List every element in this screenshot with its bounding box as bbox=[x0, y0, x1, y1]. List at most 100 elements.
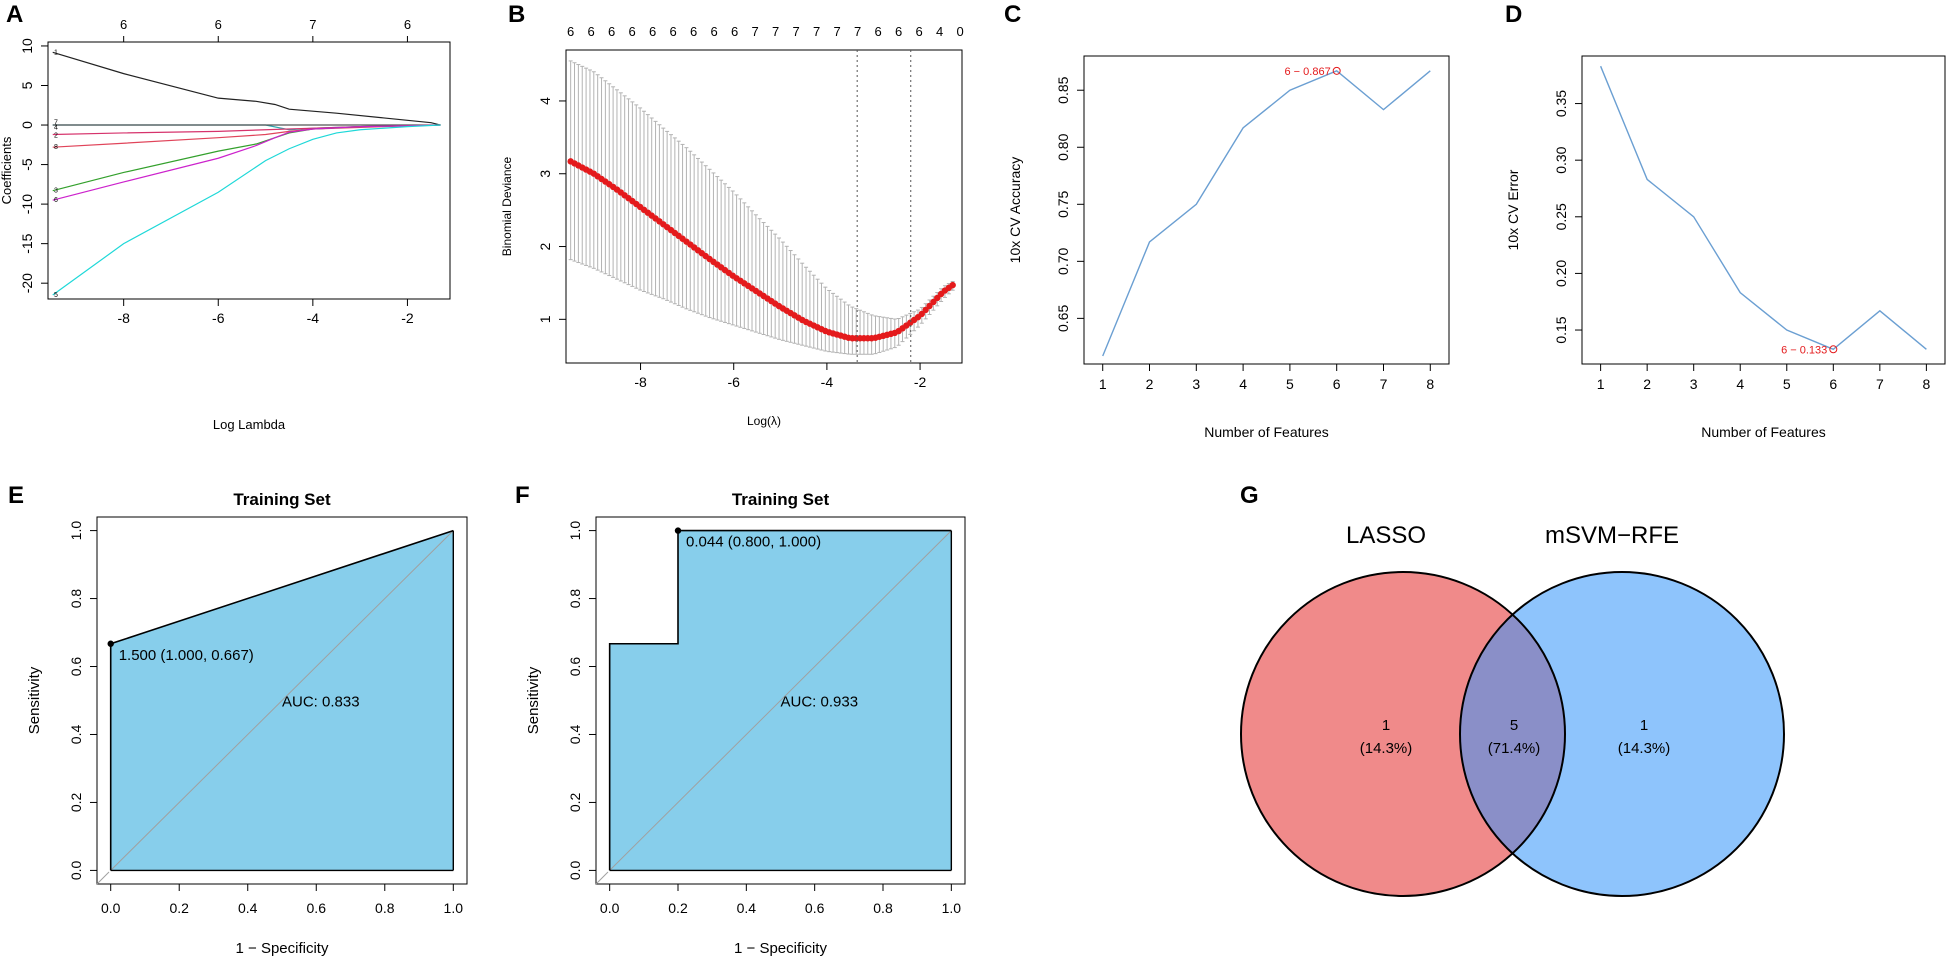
top-tick-label: 7 bbox=[834, 24, 841, 39]
deviance-point bbox=[918, 310, 926, 318]
y-tick-label: 2 bbox=[537, 242, 553, 250]
x-tick-label: -4 bbox=[821, 374, 834, 390]
x-tick-label: 0.8 bbox=[873, 900, 893, 916]
best-point-marker bbox=[1332, 66, 1341, 75]
path-label: 4 bbox=[54, 124, 58, 131]
plot-frame bbox=[1083, 55, 1450, 365]
x-tick-label: 0.2 bbox=[668, 900, 688, 916]
y-tick-label: 0.20 bbox=[1553, 260, 1569, 287]
x-tick-label: -2 bbox=[401, 310, 414, 326]
x-axis-title: Number of Features bbox=[1701, 424, 1826, 440]
threshold-label: 1.500 (1.000, 0.667) bbox=[119, 647, 254, 664]
x-axis-title: 1 − Specificity bbox=[236, 940, 329, 957]
panel-label: E bbox=[8, 482, 24, 509]
panel-label: D bbox=[1505, 1, 1522, 28]
y-tick-label: 1 bbox=[537, 315, 553, 323]
y-tick-label: 1.0 bbox=[68, 521, 84, 541]
panel-c-cv-accuracy: C 6 − 0.867 1 2 3 4 5 6 7 8 0.65 0.70 0.75 0.80 0.85 Nu… bbox=[1004, 1, 1450, 440]
y-tick-label: 0.0 bbox=[567, 860, 583, 880]
top-tick-label: 6 bbox=[608, 24, 615, 39]
top-tick-label: 0 bbox=[957, 24, 964, 39]
top-tick-label: 6 bbox=[215, 17, 222, 32]
venn-outline-msvm-rfe bbox=[1459, 571, 1785, 897]
auc-label: AUC: 0.933 bbox=[781, 694, 859, 711]
y-tick-label: 0.80 bbox=[1055, 133, 1071, 160]
x-tick-label: 1 bbox=[1597, 376, 1605, 392]
top-tick-label: 7 bbox=[772, 24, 779, 39]
top-tick-label: 7 bbox=[854, 24, 861, 39]
top-tick-label: 6 bbox=[567, 24, 574, 39]
venn-msvm-only-count: 1 bbox=[1640, 717, 1648, 734]
coefficient-path-5 bbox=[52, 124, 441, 296]
best-point-annotation: 6 − 0.867 bbox=[1285, 66, 1331, 78]
x-tick-label: 2 bbox=[1146, 376, 1154, 392]
y-tick-label: 3 bbox=[537, 170, 553, 178]
x-tick-label: 4 bbox=[1736, 376, 1744, 392]
top-tick-label: 6 bbox=[670, 24, 677, 39]
x-tick-label: 5 bbox=[1286, 376, 1294, 392]
venn-outline-lasso bbox=[1240, 571, 1566, 897]
x-tick-label: 2 bbox=[1643, 376, 1651, 392]
top-tick-label: 6 bbox=[875, 24, 882, 39]
y-axis-title: 10x CV Error bbox=[1505, 169, 1521, 250]
y-axis-title: Coefficients bbox=[0, 136, 14, 204]
panel-d-cv-error: D 6 − 0.133 1 2 3 4 5 6 7 8 0.15 0.20 0.25 0.30 0.35 Nu… bbox=[1505, 1, 1946, 440]
path-label: 2 bbox=[54, 132, 58, 139]
y-tick-label: -5 bbox=[19, 158, 35, 171]
top-tick-label: 7 bbox=[752, 24, 759, 39]
x-tick-label: 1 bbox=[1099, 376, 1107, 392]
x-axis-title: Log Lambda bbox=[213, 417, 286, 432]
x-tick-label: 1.0 bbox=[942, 900, 962, 916]
cv-line bbox=[1599, 65, 1927, 351]
threshold-point bbox=[107, 640, 114, 647]
plot-title: Training Set bbox=[233, 490, 331, 509]
x-axis-title: 1 − Specificity bbox=[734, 940, 827, 957]
panel-label: F bbox=[515, 482, 530, 509]
top-tick-label: 4 bbox=[936, 24, 943, 39]
venn-overlap-count: 5 bbox=[1510, 717, 1518, 734]
panel-label: G bbox=[1240, 482, 1259, 509]
panel-g-venn-diagram: G LASSO mSVM−RFE 1 (14.3%) 5 (71.4%) 1 (14.3%) bbox=[1240, 482, 1785, 897]
y-axis-title: Sensitivity bbox=[26, 666, 43, 734]
y-tick-label: -15 bbox=[19, 233, 35, 253]
panel-label: B bbox=[508, 1, 525, 28]
diagonal-reference bbox=[110, 530, 454, 871]
y-tick-label: 0.75 bbox=[1055, 190, 1071, 217]
y-tick-label: 0.6 bbox=[68, 657, 84, 677]
y-tick-label: 0.2 bbox=[68, 793, 84, 813]
threshold-label: 0.044 (0.800, 1.000) bbox=[686, 534, 821, 551]
x-tick-label: 5 bbox=[1783, 376, 1791, 392]
x-tick-label: 0.8 bbox=[375, 900, 395, 916]
y-tick-label: 0.70 bbox=[1055, 247, 1071, 274]
y-tick-label: 1.0 bbox=[567, 521, 583, 541]
top-tick-label: 6 bbox=[629, 24, 636, 39]
top-tick-label: 6 bbox=[916, 24, 923, 39]
x-tick-label: 7 bbox=[1876, 376, 1884, 392]
plot-frame bbox=[565, 49, 963, 364]
top-tick-label: 6 bbox=[895, 24, 902, 39]
y-tick-label: 4 bbox=[537, 97, 553, 105]
y-tick-label: 0.8 bbox=[567, 589, 583, 609]
top-tick-label: 7 bbox=[309, 17, 316, 32]
x-tick-label: 3 bbox=[1192, 376, 1200, 392]
top-tick-label: 6 bbox=[649, 24, 656, 39]
x-axis-title: Log(λ) bbox=[747, 414, 781, 428]
x-tick-label: 4 bbox=[1239, 376, 1247, 392]
y-tick-label: 0.8 bbox=[68, 589, 84, 609]
threshold-point bbox=[674, 527, 682, 534]
x-tick-label: 0.2 bbox=[169, 900, 189, 916]
diagonal-reference bbox=[609, 530, 952, 871]
venn-lasso-only-count: 1 bbox=[1382, 717, 1390, 734]
y-axis-title: Sensitivity bbox=[525, 666, 542, 734]
top-tick-label: 6 bbox=[404, 17, 411, 32]
x-tick-label: -8 bbox=[117, 310, 130, 326]
path-label: 8 bbox=[54, 144, 58, 151]
x-tick-label: 7 bbox=[1380, 376, 1388, 392]
top-tick-label: 6 bbox=[120, 17, 127, 32]
panel-label: A bbox=[6, 1, 23, 28]
y-axis-title: 10x CV Accuracy bbox=[1007, 157, 1023, 264]
y-axis-title: Binomial Deviance bbox=[500, 156, 514, 256]
cv-line bbox=[1102, 70, 1431, 357]
